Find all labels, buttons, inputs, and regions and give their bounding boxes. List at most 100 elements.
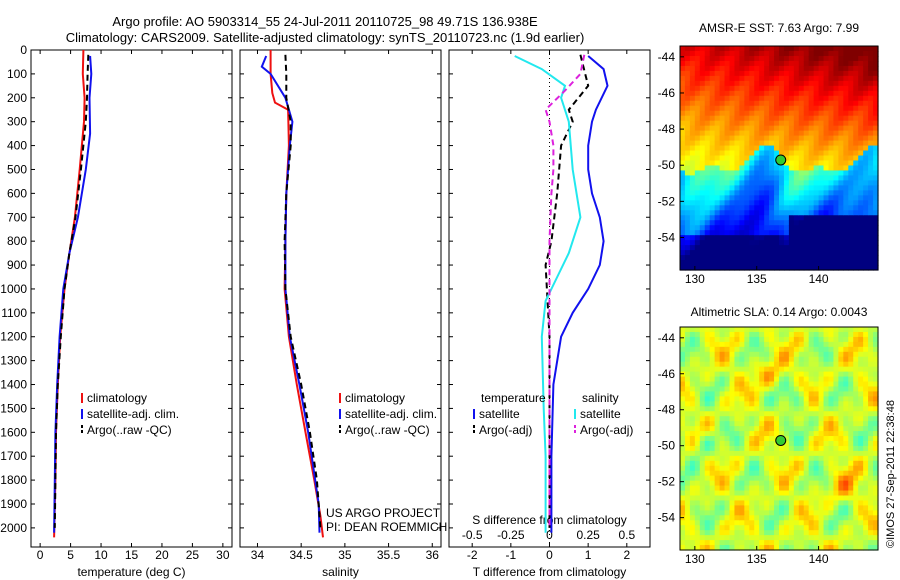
field-cell — [764, 265, 770, 271]
field-cell — [833, 426, 839, 432]
field-cell — [724, 95, 731, 102]
field-cell — [868, 371, 874, 378]
field-cell — [704, 70, 711, 77]
field-cell — [759, 535, 765, 541]
field-cell — [858, 346, 864, 353]
field-cell — [779, 170, 785, 177]
field-cell — [680, 351, 686, 358]
field-cell — [689, 180, 696, 186]
field-cell — [729, 455, 736, 462]
field-cell — [808, 431, 815, 437]
field-cell — [823, 140, 830, 147]
field-cell — [843, 80, 849, 87]
field-cell — [873, 155, 879, 162]
field-cell — [729, 230, 736, 236]
field-cell — [828, 445, 835, 452]
field-cell — [803, 120, 810, 127]
field-cell — [828, 391, 835, 397]
field-cell — [694, 445, 701, 452]
field-cell — [764, 205, 770, 211]
field-cell — [823, 150, 830, 157]
field-cell — [828, 470, 835, 477]
field-cell — [684, 341, 691, 348]
field-cell — [734, 75, 740, 82]
field-cell — [694, 540, 701, 546]
map-y-tick-label: -50 — [658, 439, 676, 453]
field-cell — [779, 331, 785, 338]
field-cell — [714, 421, 721, 427]
field-cell — [744, 200, 750, 206]
field-cell — [823, 490, 830, 497]
field-cell — [764, 470, 770, 477]
field-cell — [803, 75, 810, 82]
field-cell — [803, 210, 810, 216]
field-cell — [724, 416, 731, 422]
field-cell — [818, 185, 825, 191]
field-cell — [843, 225, 849, 231]
field-cell — [788, 75, 795, 82]
field-cell — [689, 160, 696, 167]
field-cell — [739, 396, 745, 402]
field-cell — [873, 366, 879, 373]
field-cell — [813, 190, 820, 196]
field-cell — [863, 545, 869, 551]
field-cell — [838, 50, 844, 57]
field-cell — [774, 416, 780, 422]
field-cell — [783, 460, 790, 467]
field-cell — [808, 240, 815, 246]
field-cell — [863, 60, 869, 67]
field-cell — [798, 85, 805, 92]
field-cell — [813, 110, 820, 117]
field-cell — [788, 150, 795, 157]
field-cell — [788, 215, 795, 221]
field-cell — [729, 115, 736, 122]
field-cell — [734, 245, 740, 251]
field-cell — [744, 545, 750, 551]
field-cell — [843, 465, 849, 472]
field-cell — [863, 440, 869, 447]
field-cell — [764, 195, 770, 201]
field-cell — [813, 130, 820, 137]
field-cell — [788, 105, 795, 112]
field-cell — [779, 165, 785, 172]
field-cell — [734, 130, 740, 137]
field-cell — [754, 406, 760, 412]
field-cell — [759, 540, 765, 546]
field-cell — [749, 185, 755, 191]
plot-frame-2 — [239, 49, 442, 548]
field-cell — [803, 255, 810, 261]
field-cell — [774, 165, 780, 172]
field-cell — [729, 205, 736, 211]
field-cell — [714, 401, 721, 407]
field-cell — [719, 495, 726, 502]
y-tick-label: 1900 — [0, 497, 27, 511]
field-cell — [848, 341, 854, 348]
field-cell — [779, 90, 785, 97]
field-cell — [689, 500, 696, 506]
field-cell — [803, 195, 810, 201]
field-cell — [833, 540, 839, 546]
field-cell — [699, 140, 706, 147]
field-cell — [863, 346, 869, 353]
field-cell — [759, 376, 765, 383]
field-cell — [744, 500, 750, 506]
field-cell — [714, 220, 721, 226]
field-cell — [739, 336, 745, 343]
field-cell — [858, 215, 864, 221]
field-cell — [729, 336, 736, 343]
field-cell — [689, 190, 696, 196]
map-x-tick-label: 130 — [685, 552, 705, 566]
field-cell — [853, 50, 859, 57]
field-cell — [818, 535, 825, 541]
field-cell — [838, 386, 844, 393]
field-cell — [774, 220, 780, 226]
field-cell — [848, 331, 854, 338]
field-cell — [694, 65, 701, 72]
field-cell — [769, 165, 775, 172]
field-cell — [709, 540, 716, 546]
field-cell — [788, 475, 795, 482]
field-cell — [788, 371, 795, 378]
field-cell — [853, 165, 859, 172]
field-cell — [798, 110, 805, 117]
field-cell — [724, 140, 731, 147]
